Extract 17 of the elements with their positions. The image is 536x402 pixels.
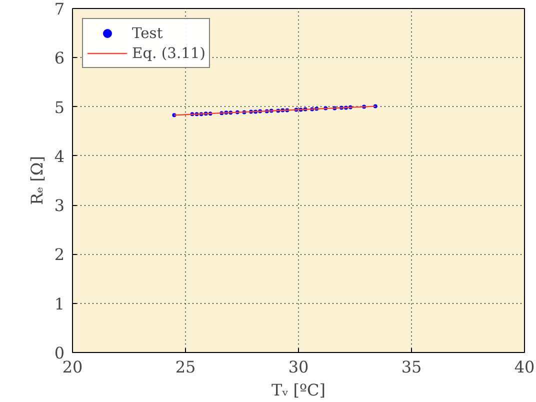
y-tick-label: 7 [54,0,65,18]
x-axis-title: Tᵥ [ºC] [272,380,326,400]
x-tick-label: 25 [175,358,196,376]
x-tick-label: 20 [62,358,83,376]
legend-label: Eq. (3.11) [132,44,206,62]
y-tick-label: 6 [54,48,65,68]
y-tick-label: 1 [54,294,65,314]
legend-label: Test [132,24,163,42]
y-tick-label: 4 [54,146,65,166]
x-tick-label: 30 [288,358,309,376]
y-tick-label: 2 [54,245,65,264]
y-tick-label: 0 [54,344,65,362]
x-tick-label: 40 [514,358,535,376]
y-tick-label: 3 [54,196,65,216]
y-tick-label: 5 [54,98,65,117]
x-tick-label: 35 [401,358,422,376]
y-axis-title: Rₑ [Ω] [27,156,46,206]
